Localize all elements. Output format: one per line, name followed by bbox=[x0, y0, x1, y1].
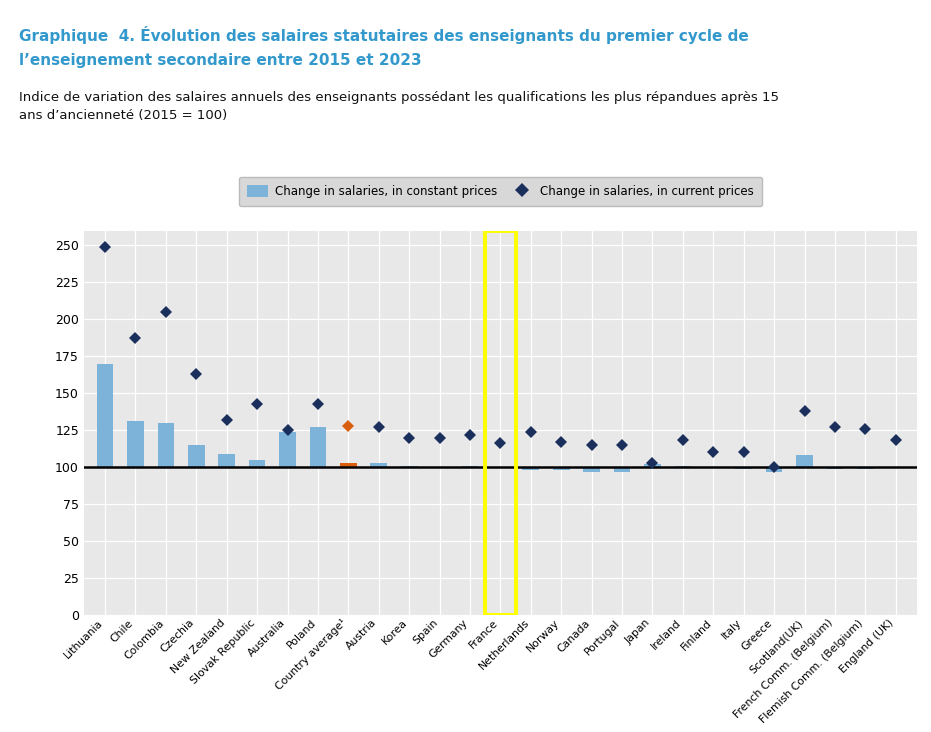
Bar bbox=[857, 467, 873, 468]
Bar bbox=[462, 466, 479, 467]
Bar bbox=[553, 467, 570, 470]
Bar bbox=[340, 463, 357, 467]
Bar bbox=[310, 427, 326, 467]
Bar bbox=[522, 467, 539, 470]
Bar bbox=[765, 467, 782, 471]
Bar bbox=[219, 454, 236, 467]
Bar bbox=[371, 463, 387, 467]
Text: l’enseignement secondaire entre 2015 et 2023: l’enseignement secondaire entre 2015 et … bbox=[19, 53, 421, 67]
Bar bbox=[796, 455, 813, 467]
Legend: Change in salaries, in constant prices, Change in salaries, in current prices: Change in salaries, in constant prices, … bbox=[238, 177, 762, 206]
Text: Indice de variation des salaires annuels des enseignants possédant les qualifica: Indice de variation des salaires annuels… bbox=[19, 92, 778, 122]
Text: Graphique  4. Évolution des salaires statutaires des enseignants du premier cycl: Graphique 4. Évolution des salaires stat… bbox=[19, 26, 749, 44]
Bar bbox=[97, 364, 114, 467]
Bar bbox=[157, 422, 174, 467]
Bar bbox=[584, 467, 600, 471]
Bar bbox=[675, 466, 691, 467]
Bar bbox=[644, 464, 661, 467]
Bar bbox=[249, 460, 265, 467]
Bar bbox=[614, 467, 630, 471]
Bar bbox=[401, 466, 417, 467]
Bar bbox=[128, 421, 144, 467]
Bar bbox=[827, 467, 843, 468]
Bar bbox=[279, 432, 296, 467]
Bar bbox=[485, 231, 516, 615]
Bar bbox=[188, 445, 205, 467]
Bar bbox=[735, 467, 752, 468]
